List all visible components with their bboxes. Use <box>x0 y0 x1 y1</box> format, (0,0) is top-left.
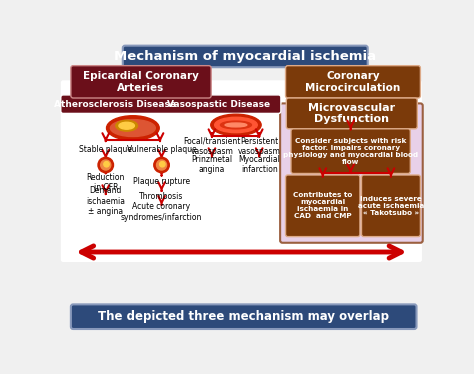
Text: Contributes to
myocardial
ischaemia in
CAD  and CMP: Contributes to myocardial ischaemia in C… <box>293 192 352 219</box>
Ellipse shape <box>211 114 261 136</box>
Text: Focal/transient
vasospasm: Focal/transient vasospasm <box>183 137 241 156</box>
Text: Vasospastic Disease: Vasospastic Disease <box>166 99 270 109</box>
Circle shape <box>100 160 111 170</box>
Text: Reduction
in CFR: Reduction in CFR <box>87 173 125 192</box>
FancyBboxPatch shape <box>362 175 420 237</box>
Text: Epicardial Coronary
Arteries: Epicardial Coronary Arteries <box>83 71 199 93</box>
Text: Persistent
vasospasm: Persistent vasospasm <box>238 137 281 156</box>
FancyBboxPatch shape <box>71 66 211 98</box>
Circle shape <box>104 162 109 167</box>
Text: Vulnerable plaque: Vulnerable plaque <box>127 145 196 154</box>
FancyBboxPatch shape <box>280 103 423 243</box>
Ellipse shape <box>220 121 251 129</box>
Text: Myocardial
infarction: Myocardial infarction <box>238 154 280 174</box>
Text: The depicted three mechanism may overlap: The depicted three mechanism may overlap <box>98 310 389 323</box>
Text: Consider subjects with risk
factor. Impairs coronary
physiology and myocardial b: Consider subjects with risk factor. Impa… <box>283 138 418 165</box>
Circle shape <box>156 160 166 170</box>
Ellipse shape <box>119 122 135 129</box>
FancyBboxPatch shape <box>61 95 281 113</box>
Text: Induces severe
acute ischaemia
« Takotsubo »: Induces severe acute ischaemia « Takotsu… <box>358 196 424 216</box>
Ellipse shape <box>107 116 159 140</box>
Text: Plaque rupture: Plaque rupture <box>133 177 190 187</box>
Text: Prinzmetal
angina: Prinzmetal angina <box>191 154 232 174</box>
FancyBboxPatch shape <box>285 66 420 98</box>
Text: Atherosclerosis Disease: Atherosclerosis Disease <box>54 99 176 109</box>
Text: Acute coronary
syndromes/infarction: Acute coronary syndromes/infarction <box>121 202 202 222</box>
FancyBboxPatch shape <box>123 46 368 67</box>
FancyBboxPatch shape <box>285 175 360 237</box>
Ellipse shape <box>215 117 257 133</box>
FancyBboxPatch shape <box>61 80 422 262</box>
Text: Demand
ischaemia
± angina: Demand ischaemia ± angina <box>86 186 125 216</box>
Circle shape <box>154 157 169 173</box>
Circle shape <box>160 162 165 167</box>
Ellipse shape <box>225 123 247 127</box>
FancyBboxPatch shape <box>286 98 417 129</box>
Text: Thrombosis: Thrombosis <box>139 192 184 201</box>
Ellipse shape <box>116 120 137 131</box>
Ellipse shape <box>110 120 155 137</box>
Text: Mechanism of myocardial ischemia: Mechanism of myocardial ischemia <box>114 50 376 63</box>
Circle shape <box>98 157 113 173</box>
Text: Microvascular
Dysfunction: Microvascular Dysfunction <box>308 102 395 124</box>
Text: Coronary
Microcirculation: Coronary Microcirculation <box>305 71 401 93</box>
FancyBboxPatch shape <box>291 129 410 174</box>
Text: Stable plaque: Stable plaque <box>79 145 132 154</box>
FancyBboxPatch shape <box>71 304 417 329</box>
